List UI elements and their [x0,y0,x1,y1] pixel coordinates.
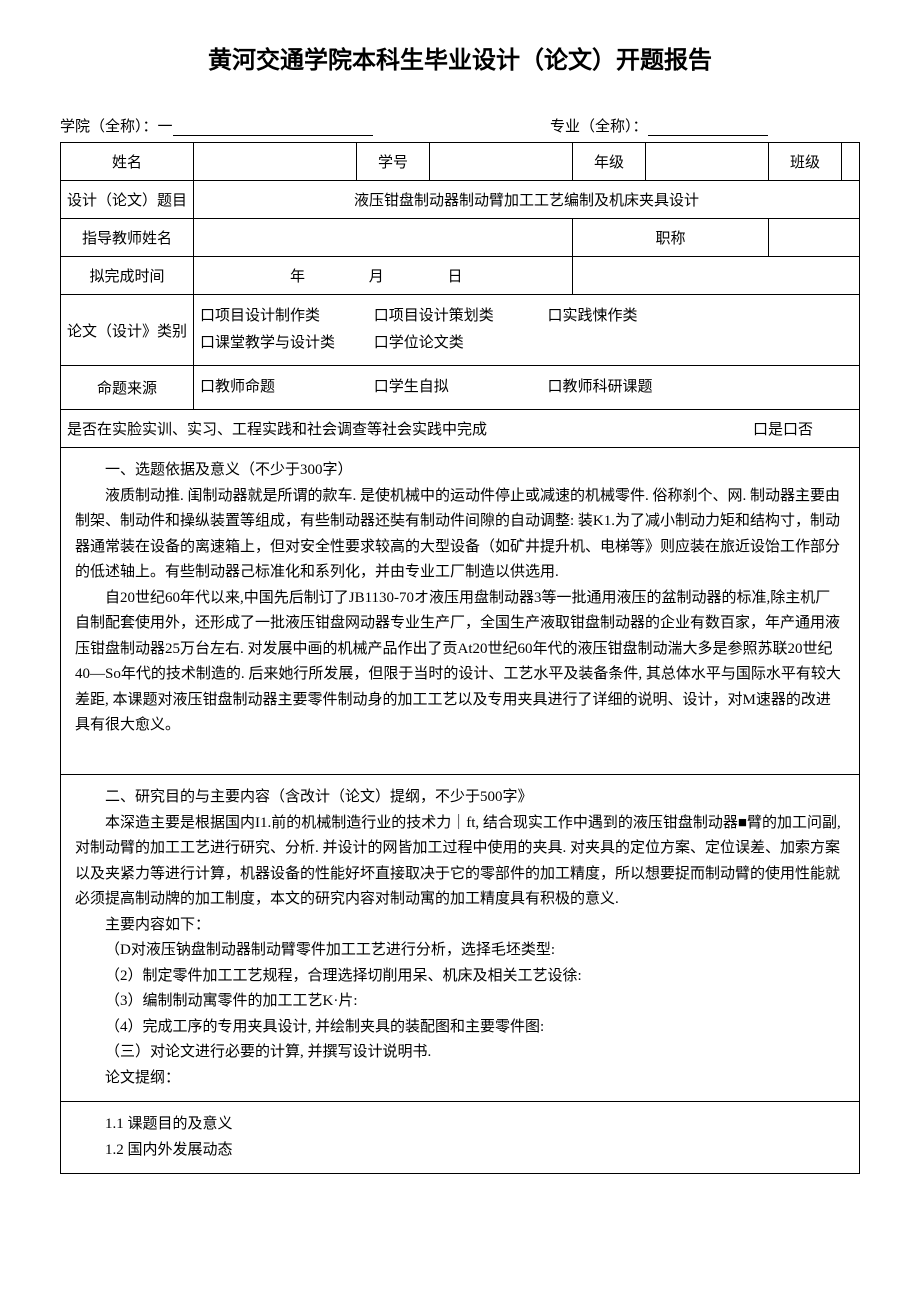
section1-p1: 液质制动推. 闺制动器就是所谓的款车. 是使机械中的运动件停止或减速的机械零件.… [75,484,845,586]
grade-label: 年级 [573,143,646,181]
category-label: 论文（设计》类别 [61,295,194,366]
name-label: 姓名 [61,143,194,181]
cat-opt-0[interactable]: 口项目设计制作类 [200,303,370,330]
due-blank [573,257,860,295]
row-practice: 是否在实脸实训、实习、工程实践和社会调查等社会实践中完成 口是口否 [61,410,860,448]
row-section2a: 二、研究目的与主要内容（含改计（论文）提纲，不少于500字》 本深造主要是根据国… [61,775,860,1102]
cat-opt-1[interactable]: 口项目设计策划类 [374,303,544,330]
class-value [842,143,860,181]
studentno-label: 学号 [357,143,430,181]
advisor-value [194,219,573,257]
titlerank-value [769,219,860,257]
section2-item-1: （2）制定零件加工工艺规程，合理选择切削用呆、机床及相关工艺设徐: [75,964,845,990]
source-label: 命题来源 [61,366,194,410]
header-line: 学院（全称）：一 专业（全称）： [60,115,860,136]
section2-p1: 本深造主要是根据国内I1.前的机械制造行业的技术力｜ft, 结合现实工作中遇到的… [75,811,845,913]
studentno-value [430,143,573,181]
row-advisor: 指导教师姓名 职称 [61,219,860,257]
section1-heading: 一、选题依据及意义（不少于300字） [75,458,845,484]
section2-item-0: （D对液压钠盘制动器制动臂零件加工工艺进行分析，选择毛坯类型: [75,938,845,964]
class-label: 班级 [769,143,842,181]
section1-cell: 一、选题依据及意义（不少于300字） 液质制动推. 闺制动器就是所谓的款车. 是… [61,448,860,775]
section2b-cell: 1.1 课题目的及意义 1.2 国内外发展动态 [61,1102,860,1174]
row-category: 论文（设计》类别 口项目设计制作类 口项目设计策划类 口实践悚作类 口课堂教学与… [61,295,860,366]
src-opt-0[interactable]: 口教师命题 [200,374,370,401]
row-name: 姓名 学号 年级 班级 [61,143,860,181]
major-underline [648,119,768,137]
year-char: 年 [290,265,305,286]
outline-item-1: 1.2 国内外发展动态 [75,1138,845,1164]
advisor-label: 指导教师姓名 [61,219,194,257]
cat-opt-3[interactable]: 口课堂教学与设计类 [200,330,370,357]
month-char: 月 [369,265,384,286]
outline-item-0: 1.1 课题目的及意义 [75,1112,845,1138]
src-opt-2[interactable]: 口教师科研课题 [548,374,718,401]
topic-value: 液压钳盘制动器制动臂加工工艺编制及机床夹具设计 [194,181,860,219]
row-due: 拟完成时间 年 月 日 [61,257,860,295]
topic-label: 设计（论文）题目 [61,181,194,219]
major-label: 专业（全称）： [550,119,648,135]
section2-subheading: 主要内容如下： [75,913,845,939]
practice-yesno[interactable]: 口是口否 [753,418,813,439]
section2a-cell: 二、研究目的与主要内容（含改计（论文）提纲，不少于500字》 本深造主要是根据国… [61,775,860,1102]
src-opt-1[interactable]: 口学生自拟 [374,374,544,401]
row-section1: 一、选题依据及意义（不少于300字） 液质制动推. 闺制动器就是所谓的款车. 是… [61,448,860,775]
section1-p2: 自20世纪60年代以来,中国先后制订了JB1130-70オ液压用盘制动器3等一批… [75,586,845,739]
source-options: 口教师命题 口学生自拟 口教师科研课题 [194,366,860,410]
row-section2b: 1.1 课题目的及意义 1.2 国内外发展动态 [61,1102,860,1174]
due-value: 年 月 日 [194,257,573,295]
titlerank-label: 职称 [573,219,769,257]
due-label: 拟完成时间 [61,257,194,295]
college-underline [173,119,373,137]
category-options: 口项目设计制作类 口项目设计策划类 口实践悚作类 口课堂教学与设计类 口学位论文… [194,295,860,366]
outline-list: 1.1 课题目的及意义 1.2 国内外发展动态 [75,1112,845,1163]
section2-outline-label: 论文提纲： [75,1066,845,1092]
section2-heading: 二、研究目的与主要内容（含改计（论文）提纲，不少于500字》 [75,785,845,811]
practice-cell: 是否在实脸实训、实习、工程实践和社会调查等社会实践中完成 口是口否 [61,410,860,448]
name-value [194,143,357,181]
college-label: 学院（全称）：一 [60,119,173,135]
practice-label: 是否在实脸实训、实习、工程实践和社会调查等社会实践中完成 [67,422,487,438]
cat-opt-4[interactable]: 口学位论文类 [374,330,544,357]
cat-opt-2[interactable]: 口实践悚作类 [548,303,718,330]
grade-value [646,143,769,181]
section2-item-3: （4）完成工序的专用夹具设计, 并绘制夹具的装配图和主要零件图: [75,1015,845,1041]
day-char: 日 [448,265,463,286]
form-table: 姓名 学号 年级 班级 设计（论文）题目 液压钳盘制动器制动臂加工工艺编制及机床… [60,142,860,1174]
section2-item-2: （3）编制制动寓零件的加工工艺K·片: [75,989,845,1015]
row-topic: 设计（论文）题目 液压钳盘制动器制动臂加工工艺编制及机床夹具设计 [61,181,860,219]
section2-item-4: （三）对论文进行必要的计算, 并撰写设计说明书. [75,1040,845,1066]
row-source: 命题来源 口教师命题 口学生自拟 口教师科研课题 [61,366,860,410]
page-title: 黄河交通学院本科生毕业设计（论文）开题报告 [60,40,860,75]
